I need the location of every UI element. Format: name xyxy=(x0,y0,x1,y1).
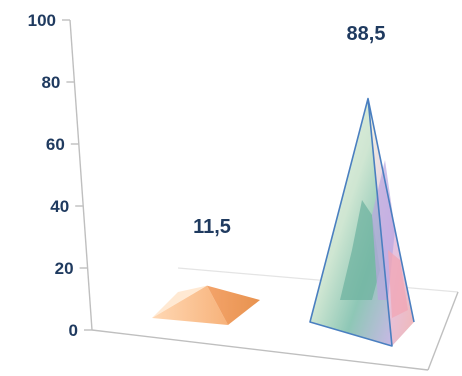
y-axis-line xyxy=(69,19,93,331)
y-tick-label: 100 xyxy=(28,11,56,30)
floor-back-edge xyxy=(177,267,459,293)
pyramid-face-left xyxy=(152,285,228,325)
bars xyxy=(152,97,415,347)
data-label-1: 11,5 xyxy=(193,216,231,238)
y-tick-label: 80 xyxy=(41,73,60,92)
y-tick-label: 20 xyxy=(55,259,74,278)
map-region xyxy=(340,200,380,300)
y-tick-label: 40 xyxy=(50,197,69,216)
pyramid-bar-1 xyxy=(152,285,260,325)
y-tick-label: 0 xyxy=(69,321,78,340)
y-tick-label: 60 xyxy=(46,135,65,154)
x-axis-line xyxy=(91,329,429,371)
y-axis-ticks: 0 20 40 60 80 100 xyxy=(28,11,92,340)
pyramid-face-back xyxy=(152,285,207,318)
pyramid-outline xyxy=(309,97,415,347)
floor-right-edge xyxy=(427,291,459,371)
data-label-2: 88,5 xyxy=(347,23,386,45)
pyramid-face-right xyxy=(207,285,260,325)
map-region xyxy=(388,250,408,318)
pyramid-bar-2 xyxy=(309,97,415,347)
data-labels: 11,5 88,5 xyxy=(193,23,385,238)
